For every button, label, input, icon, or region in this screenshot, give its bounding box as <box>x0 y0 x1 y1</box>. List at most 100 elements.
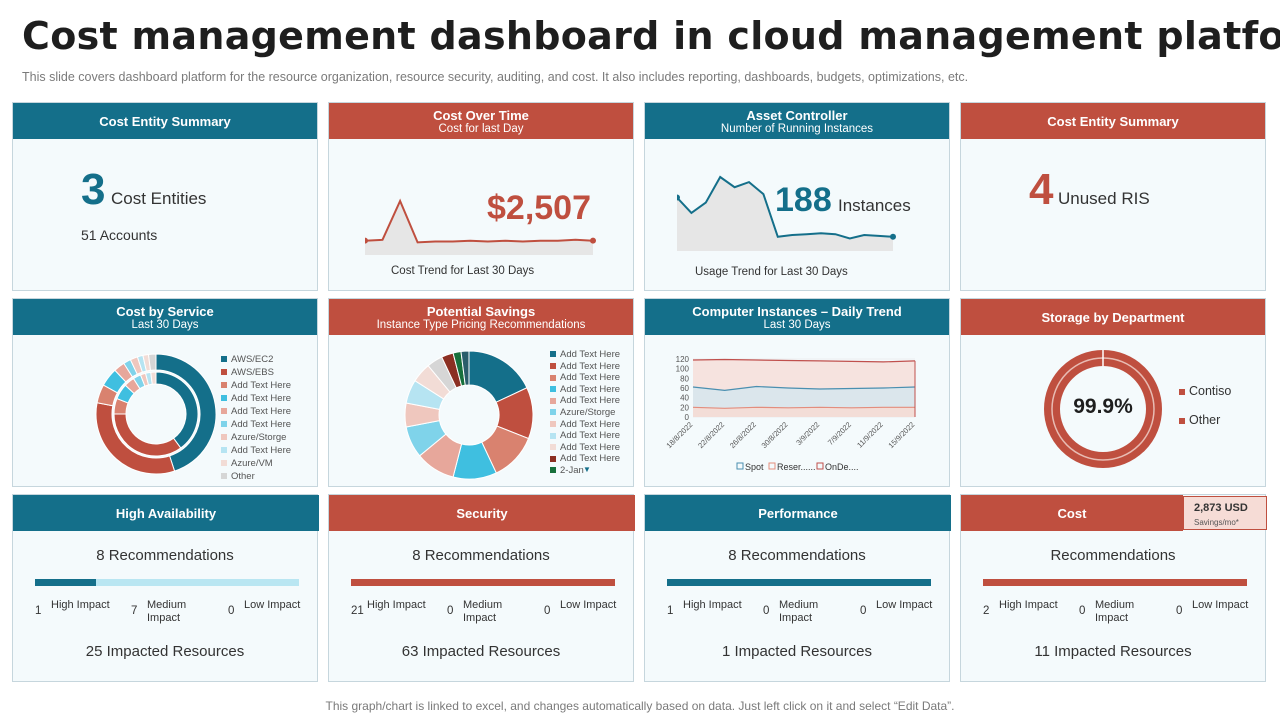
impact-high-label: High Impact <box>367 599 426 611</box>
legend-swatch <box>221 421 227 428</box>
legend-label: Reser...... <box>777 462 816 472</box>
legend-swatch <box>221 447 227 454</box>
impact-med-label: Medium Impact <box>463 599 503 624</box>
page-subtitle: This slide covers dashboard platform for… <box>22 70 969 84</box>
legend-swatch <box>550 351 556 358</box>
legend-swatch <box>550 455 556 462</box>
recommendations-count: 8 Recommendations <box>412 547 550 564</box>
impact-low-label: Low Impact <box>560 599 617 611</box>
legend-item: Azure/Storge <box>221 432 286 443</box>
legend-label: OnDe.... <box>825 462 859 472</box>
legend-swatch <box>550 467 556 474</box>
legend-label: Add Text Here <box>560 430 621 442</box>
legend-swatch <box>550 397 556 404</box>
card-cost-entity-summary: Cost Entity Summary 3 Cost Entities 51 A… <box>12 102 318 291</box>
impacted-resources: 11 Impacted Resources <box>1034 643 1192 660</box>
legend-swatch <box>221 395 227 402</box>
sparkline-endpoint <box>365 237 368 244</box>
legend-item: Add Text Here <box>221 419 291 430</box>
legend-swatch <box>736 462 744 470</box>
usage-trend-caption: Usage Trend for Last 30 Days <box>695 266 848 278</box>
legend-label: Azure/Storge <box>231 432 287 443</box>
legend-dropdown-icon[interactable]: ▼ <box>583 465 591 474</box>
cost-by-service-donut <box>95 353 217 475</box>
legend-item: Azure/Storge <box>550 407 615 418</box>
x-tick-label: 7/9/2022 <box>826 420 853 447</box>
card-header: High Availability <box>13 495 319 531</box>
legend-label: Add Text Here <box>560 418 621 430</box>
card-cost-over-time: Cost Over Time Cost for last Day $2,507 C… <box>328 102 634 291</box>
impact-bar <box>667 579 931 586</box>
legend-item: Add Text Here <box>550 349 620 360</box>
card-header: Potential Savings Instance Type Pricing R… <box>329 299 633 335</box>
legend-label: Add Text Here <box>231 380 292 391</box>
donut-slice <box>150 371 157 385</box>
legend-swatch <box>550 386 556 393</box>
legend-item: Add Text Here <box>550 372 620 383</box>
legend-label: Add Text Here <box>560 441 621 453</box>
legend-swatch <box>221 460 227 467</box>
card-storage-department: Storage by Department 99.9% Contiso Othe… <box>960 298 1266 487</box>
impact-med-label: Medium Impact <box>779 599 819 624</box>
usage-trend-sparkline <box>677 175 896 251</box>
donut-slice <box>460 350 470 386</box>
card-header: Cost Over Time Cost for last Day <box>329 103 633 139</box>
legend-swatch <box>221 382 227 389</box>
y-tick-label: 0 <box>685 413 690 422</box>
impact-high-count: 1 <box>667 605 674 617</box>
card-recommendation: Performance 8 Recommendations 1 High Impac… <box>644 494 951 682</box>
legend-swatch <box>221 356 227 363</box>
impact-bar-fill <box>983 579 1247 586</box>
legend-swatch <box>221 434 227 441</box>
cost-amount: $2,507 <box>487 189 591 227</box>
card-recommendation: High Availability 8 Recommendations 1 High… <box>12 494 319 682</box>
y-tick-label: 20 <box>680 403 689 412</box>
impacted-resources: 1 Impacted Resources <box>721 643 873 660</box>
y-tick-label: 80 <box>680 374 689 383</box>
x-tick-label: 26/8/2022 <box>728 420 758 450</box>
legend-swatch <box>816 462 824 470</box>
legend-label: Azure/VM <box>231 458 273 469</box>
impact-high-label: High Impact <box>683 599 742 611</box>
impact-med-label: Medium Impact <box>147 599 187 624</box>
legend-label: Add Text Here <box>560 383 621 395</box>
x-tick-label: 30/8/2022 <box>760 420 790 450</box>
legend-label: Add Text Here <box>560 453 621 465</box>
impact-med-count: 0 <box>763 605 770 617</box>
card-potential-savings: Potential Savings Instance Type Pricing R… <box>328 298 634 487</box>
legend-item: AWS/EC2 <box>221 354 273 365</box>
legend-label: AWS/EC2 <box>231 354 274 365</box>
legend-item: Add Text Here <box>550 384 620 395</box>
legend-item: Add Text Here <box>550 442 620 453</box>
legend-label: Add Text Here <box>231 445 292 456</box>
sparkline-line <box>677 175 894 240</box>
impact-bar <box>351 579 615 586</box>
legend-swatch <box>221 473 227 480</box>
card-header: Computer Instances – Daily Trend Last 30 … <box>645 299 949 335</box>
recommendations-count: Recommendations <box>1050 547 1176 564</box>
series-area <box>693 407 915 417</box>
impact-low-label: Low Impact <box>244 599 301 611</box>
x-tick-label: 15/9/2022 <box>886 420 916 450</box>
recommendations-count: 8 Recommendations <box>96 547 234 564</box>
card-header: Cost by Service Last 30 Days <box>13 299 317 335</box>
card-asset-controller: Asset Controller Number of Running Instan… <box>644 102 950 291</box>
legend-swatch <box>550 363 556 370</box>
legend-item: Add Text Here <box>221 406 291 417</box>
legend-label: Add Text Here <box>560 372 621 384</box>
sparkline-area <box>677 177 893 251</box>
legend-label: Other <box>231 471 255 482</box>
impact-low-label: Low Impact <box>1192 599 1249 611</box>
card-header: Cost Entity Summary <box>961 103 1265 139</box>
accounts-count: 51 Accounts <box>81 227 158 243</box>
storage-donut <box>1044 350 1162 468</box>
unused-count: 4 <box>1029 165 1054 214</box>
legend-item: Azure/VM <box>221 458 273 469</box>
x-tick-label: 18/8/2022 <box>664 420 694 450</box>
card-header: Performance <box>645 495 951 531</box>
legend-item: 2-Jan <box>550 465 584 476</box>
y-tick-label: 100 <box>676 365 690 374</box>
card-recommendation: Cost 2,873 USD Savings/mo* Recommendatio… <box>960 494 1267 682</box>
impact-med-label: Medium Impact <box>1095 599 1135 624</box>
card-header: Storage by Department <box>961 299 1265 335</box>
